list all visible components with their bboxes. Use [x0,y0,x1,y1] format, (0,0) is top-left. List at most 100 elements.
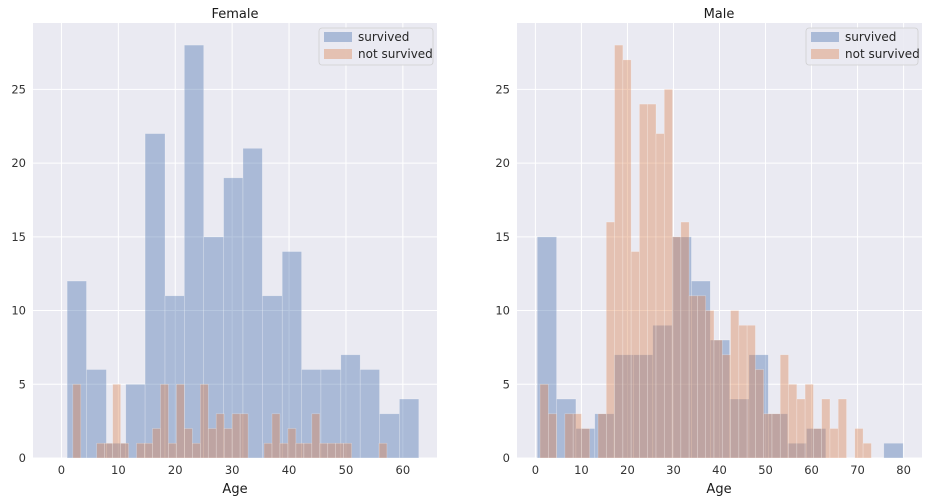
female-bar-not-survived [72,383,82,459]
male-y-tick-label: 20 [495,156,510,170]
female-x-tick-label: 10 [111,463,126,477]
female-y-tick-label: 5 [19,377,26,391]
female-bar-not-survived [104,442,113,459]
female-bar-survived [86,369,107,459]
male-bar-not-survived [862,442,872,459]
male-legend-swatch-survived [811,32,839,42]
male-bar-survived [536,236,557,459]
female-bar-not-survived [295,442,305,459]
male-x-tick-label: 60 [804,463,819,477]
female-bar-survived [242,148,263,459]
male-bar-not-survived [804,383,814,459]
male-bar-survived [787,442,807,459]
female-bar-not-survived [199,383,209,459]
male-bar-not-survived [672,236,682,459]
female-legend: survived not survived [318,27,434,66]
male-x-tick-label: 10 [574,463,589,477]
male-bar-not-survived [697,295,706,459]
male-bar-not-survived [746,324,756,459]
female-bar-not-survived [327,442,337,459]
male-bar-survived [671,236,692,459]
male-bar-not-survived [705,310,715,459]
male-y-tick-label: 0 [503,451,510,465]
male-x-tick-label: 0 [532,463,539,477]
male-x-tick-label: 30 [666,463,681,477]
male-bar-not-survived [663,89,673,459]
male-bar-survived [806,428,827,459]
male-bar-survived [556,398,577,459]
male-bar-not-survived [771,413,781,459]
male-bar-survived [613,354,634,459]
male-bars [536,44,904,459]
male-legend-swatch-not-survived [811,49,839,59]
female-bar-not-survived [192,442,201,459]
male-bar-not-survived [622,59,632,459]
male-bar-survived [691,280,711,459]
male-y-tick-label: 25 [495,82,510,96]
female-bar-not-survived [319,442,329,459]
female-bars [66,44,420,459]
female-y-tick-label: 25 [11,82,26,96]
male-bar-not-survived [688,295,698,459]
female-bar-survived [340,354,361,459]
male-gridlines [517,23,922,459]
male-bar-survived [729,398,750,459]
female-bar-survived [144,133,166,459]
female-bar-survived [281,251,302,459]
female-y-tick-label: 15 [11,230,26,244]
male-y-ticks: 0 5 10 15 20 25 [495,82,510,465]
male-x-tick-label: 50 [758,463,773,477]
male-bar-not-survived [713,339,723,459]
female-legend-box [318,27,434,66]
male-bar-not-survived [796,398,806,459]
female-bar-survived [359,369,380,459]
male-bar-not-survived [630,251,640,459]
male-x-tick-label: 40 [712,463,727,477]
female-bar-not-survived [136,442,145,459]
female-title: Female [211,7,258,22]
male-bar-survived [767,413,788,459]
female-legend-swatch-survived [324,32,352,42]
male-x-ticks: 0 10 20 30 40 50 60 70 80 [532,463,911,477]
male-legend-box [805,27,919,66]
male-bar-not-survived [779,354,789,459]
female-bar-survived [301,369,322,459]
male-panel: 0 5 10 15 20 25 0 10 20 30 40 50 60 70 80 Male Age su… [495,7,922,497]
female-bar-survived [379,413,400,459]
female-bar-not-survived [378,442,388,459]
male-x-tick-label: 70 [850,463,865,477]
female-y-tick-label: 10 [11,304,26,318]
female-plot-area [33,23,437,458]
male-bar-not-survived [605,221,615,459]
male-bar-not-survived [755,369,764,459]
male-bar-survived [594,413,615,459]
female-bar-not-survived [223,428,233,459]
female-legend-label-survived: survived [358,30,409,44]
female-bar-not-survived [207,428,217,459]
female-bar-not-survived [239,413,249,459]
female-bar-not-survived [231,413,241,459]
female-x-tick-label: 40 [282,463,297,477]
male-x-tick-label: 20 [620,463,635,477]
male-bar-not-survived [854,428,864,459]
female-y-ticks: 0 5 10 15 20 25 [11,82,26,465]
female-bar-not-survived [263,442,273,459]
female-bar-not-survived [144,442,153,459]
male-bar-not-survived [614,44,624,459]
female-gridlines [33,23,437,459]
female-bar-not-survived [168,442,177,459]
male-bar-not-survived [564,413,574,459]
male-bar-not-survived [572,413,582,459]
male-legend-label-survived: survived [845,30,896,44]
female-bar-not-survived [152,428,161,459]
male-bar-not-survived [829,428,839,459]
female-bar-not-survived [184,428,193,459]
female-bar-survived [184,44,205,459]
male-bar-survived [652,324,673,459]
male-bar-not-survived [738,324,748,459]
male-y-tick-label: 5 [503,377,510,391]
female-x-tick-label: 60 [396,463,411,477]
male-bar-not-survived [547,413,557,459]
male-bar-not-survived [655,133,665,459]
